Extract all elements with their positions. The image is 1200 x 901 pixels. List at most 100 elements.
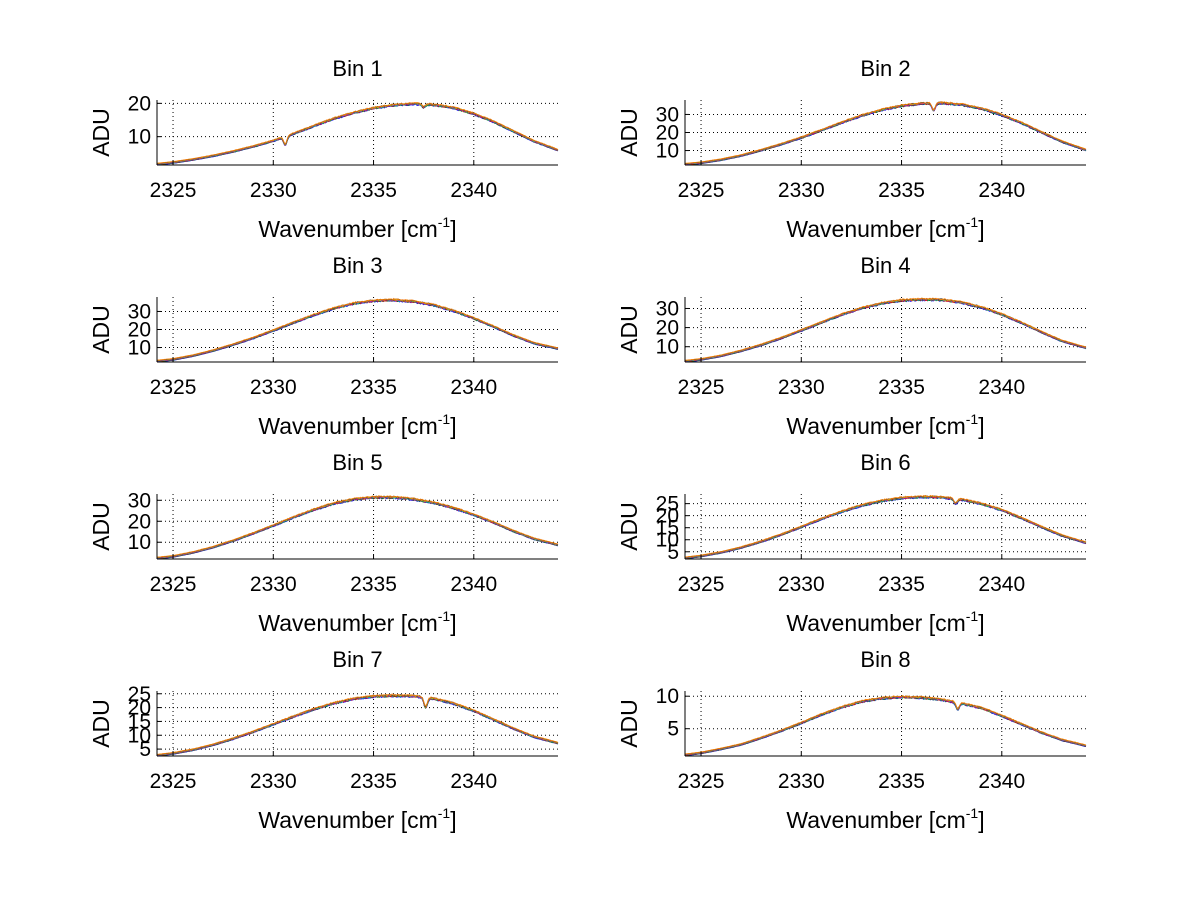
- x-axis-label: Wavenumber [cm-1]: [786, 805, 984, 833]
- subplot-bin-8: 2325 2330 2335 2340 5 10 Bin 8 Wavenumber [cm-1…: [616, 647, 1087, 833]
- y-axis-label: ADU: [88, 699, 114, 748]
- series-line: [156, 299, 559, 362]
- x-tick-label: 2325: [678, 179, 725, 202]
- x-axis-label: Wavenumber [cm-1]: [786, 411, 984, 439]
- y-tick-label: 25: [128, 683, 151, 706]
- y-tick-label: 20: [128, 319, 151, 342]
- series-line: [684, 495, 1087, 559]
- y-tick-label: 30: [656, 297, 679, 320]
- series-line: [684, 297, 1087, 362]
- y-axis-label: ADU: [88, 502, 114, 551]
- y-tick-label: 20: [656, 317, 679, 340]
- y-axis-label: ADU: [88, 305, 114, 354]
- y-tick-label: 10: [656, 140, 679, 163]
- x-tick-label: 2330: [778, 573, 825, 596]
- series-line: [156, 300, 558, 363]
- series-line: [156, 694, 559, 757]
- series-line: [684, 297, 1087, 361]
- x-tick-label: 2325: [678, 770, 725, 793]
- x-tick-label: 2335: [350, 770, 397, 793]
- subplot-title: Bin 3: [332, 253, 382, 278]
- x-tick-label: 2325: [678, 573, 725, 596]
- x-axis-label: Wavenumber [cm-1]: [258, 805, 456, 833]
- x-axis-label: Wavenumber [cm-1]: [258, 214, 456, 242]
- series-line: [156, 495, 559, 558]
- x-tick-label: 2335: [350, 376, 397, 399]
- x-tick-label: 2340: [450, 376, 497, 399]
- x-tick-label: 2335: [878, 770, 925, 793]
- y-tick-label: 20: [656, 505, 679, 528]
- x-tick-label: 2335: [878, 376, 925, 399]
- y-tick-label: 10: [656, 336, 679, 359]
- x-tick-label: 2330: [250, 573, 297, 596]
- series-line: [684, 100, 1087, 164]
- x-tick-label: 2340: [978, 179, 1025, 202]
- subplot-bin-1: 2325 2330 2335 2340 10 20 Bin 1 Wavenumber [cm-…: [88, 56, 559, 242]
- y-tick-label: 15: [128, 710, 151, 733]
- series-line: [156, 694, 559, 756]
- y-tick-label: 25: [656, 493, 679, 516]
- x-tick-label: 2330: [250, 179, 297, 202]
- x-tick-label: 2340: [978, 573, 1025, 596]
- y-tick-label: 10: [656, 529, 679, 552]
- series-line: [156, 299, 559, 362]
- series-line: [156, 694, 559, 756]
- y-tick-label: 5: [667, 541, 679, 564]
- x-tick-label: 2340: [450, 573, 497, 596]
- x-tick-label: 2325: [150, 376, 197, 399]
- series-line: [684, 298, 1087, 363]
- series-line: [684, 695, 1087, 755]
- y-tick-label: 20: [128, 697, 151, 720]
- subplot-title: Bin 5: [332, 450, 382, 475]
- y-axis-label: ADU: [616, 305, 642, 354]
- x-tick-label: 2330: [778, 770, 825, 793]
- y-tick-label: 30: [128, 489, 151, 512]
- series-line: [156, 102, 559, 164]
- x-tick-label: 2335: [878, 179, 925, 202]
- series-line: [684, 102, 1087, 165]
- x-tick-label: 2325: [150, 179, 197, 202]
- series-line: [156, 496, 558, 559]
- subplot-title: Bin 2: [860, 56, 910, 81]
- y-tick-label: 15: [656, 517, 679, 540]
- y-tick-label: 30: [656, 103, 679, 126]
- series-line: [156, 496, 559, 559]
- series-line: [685, 495, 1087, 558]
- series-line: [156, 695, 558, 757]
- y-tick-label: 20: [656, 122, 679, 145]
- series-line: [684, 103, 1087, 166]
- series-line: [156, 694, 558, 756]
- x-axis-label: Wavenumber [cm-1]: [786, 608, 984, 636]
- x-tick-label: 2340: [450, 770, 497, 793]
- x-tick-label: 2325: [150, 573, 197, 596]
- x-tick-label: 2330: [778, 376, 825, 399]
- y-axis-label: ADU: [616, 108, 642, 157]
- subplot-title: Bin 1: [332, 56, 382, 81]
- y-tick-label: 20: [128, 92, 151, 115]
- series-line: [156, 495, 559, 559]
- subplot-title: Bin 6: [860, 450, 910, 475]
- x-axis-label: Wavenumber [cm-1]: [786, 214, 984, 242]
- x-tick-label: 2340: [978, 376, 1025, 399]
- x-tick-label: 2340: [450, 179, 497, 202]
- series-line: [684, 494, 1087, 558]
- series-line: [156, 693, 559, 755]
- y-tick-label: 5: [667, 718, 679, 741]
- series-line: [156, 695, 559, 757]
- y-tick-label: 10: [128, 337, 151, 360]
- x-axis-label: Wavenumber [cm-1]: [258, 608, 456, 636]
- series-line: [156, 496, 559, 559]
- series-line: [156, 496, 559, 560]
- y-axis-label: ADU: [616, 502, 642, 551]
- series-line: [157, 298, 559, 362]
- y-tick-label: 5: [139, 738, 151, 761]
- x-tick-label: 2325: [150, 770, 197, 793]
- x-tick-label: 2335: [350, 573, 397, 596]
- x-axis-label: Wavenumber [cm-1]: [258, 411, 456, 439]
